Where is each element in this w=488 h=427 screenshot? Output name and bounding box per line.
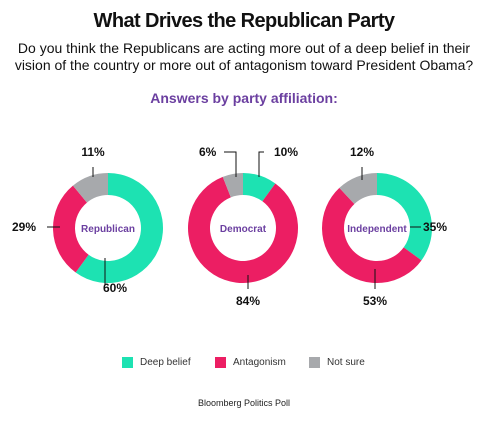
legend-label-deep-belief: Deep belief bbox=[140, 357, 191, 368]
donut-center-label-republican: Republican bbox=[81, 224, 135, 235]
donut-democrat: Democrat 10% 84% 6% bbox=[187, 145, 298, 308]
legend-swatch-antagonism bbox=[215, 357, 226, 368]
legend-label-not-sure: Not sure bbox=[327, 357, 365, 368]
leader-line-democrat-deep-belief bbox=[258, 151, 264, 177]
slice-republican-not-sure bbox=[72, 173, 108, 203]
poll-question: Do you think the Republicans are acting … bbox=[14, 40, 474, 73]
value-label-independent-not-sure: 12% bbox=[350, 145, 374, 159]
value-label-republican-antagonism: 29% bbox=[12, 220, 36, 234]
chart-title: What Drives the Republican Party bbox=[93, 10, 395, 32]
value-label-democrat-deep-belief: 10% bbox=[274, 145, 298, 159]
value-label-independent-deep-belief: 35% bbox=[423, 220, 447, 234]
slice-republican-antagonism bbox=[52, 185, 89, 273]
donut-republican: Republican 60% 29% 11% bbox=[12, 145, 163, 295]
donut-center-label-democrat: Democrat bbox=[220, 224, 267, 235]
donut-center-label-independent: Independent bbox=[347, 224, 407, 235]
legend-item-not-sure: Not sure bbox=[309, 357, 365, 368]
value-label-democrat-antagonism: 84% bbox=[236, 294, 260, 308]
slice-independent-not-sure bbox=[339, 173, 377, 204]
leader-line-democrat-not-sure bbox=[224, 151, 237, 177]
slice-democrat-deep-belief bbox=[243, 173, 276, 202]
legend-label-antagonism: Antagonism bbox=[233, 357, 286, 368]
slice-independent-deep-belief bbox=[377, 173, 433, 261]
value-label-republican-not-sure: 11% bbox=[81, 145, 105, 159]
value-label-republican-deep-belief: 60% bbox=[103, 281, 127, 295]
slice-democrat-antagonism bbox=[187, 176, 298, 283]
value-label-democrat-not-sure: 6% bbox=[199, 145, 217, 159]
chart-subtitle: Answers by party affiliation: bbox=[150, 90, 338, 106]
legend-swatch-not-sure bbox=[309, 357, 320, 368]
slice-independent-antagonism bbox=[322, 187, 422, 283]
legend-swatch-deep-belief bbox=[122, 357, 133, 368]
legend: Deep belief Antagonism Not sure bbox=[0, 357, 488, 373]
source-note: Bloomberg Politics Poll bbox=[197, 398, 291, 408]
value-label-independent-antagonism: 53% bbox=[363, 294, 387, 308]
legend-item-deep-belief: Deep belief bbox=[122, 357, 191, 368]
legend-item-antagonism: Antagonism bbox=[215, 357, 286, 368]
donut-independent: Independent 35% 53% 12% bbox=[322, 145, 447, 308]
slice-democrat-not-sure bbox=[222, 173, 243, 198]
slice-republican-deep-belief bbox=[75, 173, 163, 283]
